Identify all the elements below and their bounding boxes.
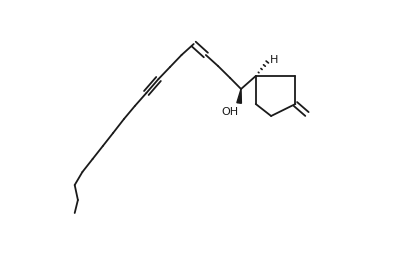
Polygon shape — [237, 89, 241, 103]
Text: OH: OH — [222, 107, 239, 117]
Text: H: H — [270, 55, 278, 65]
